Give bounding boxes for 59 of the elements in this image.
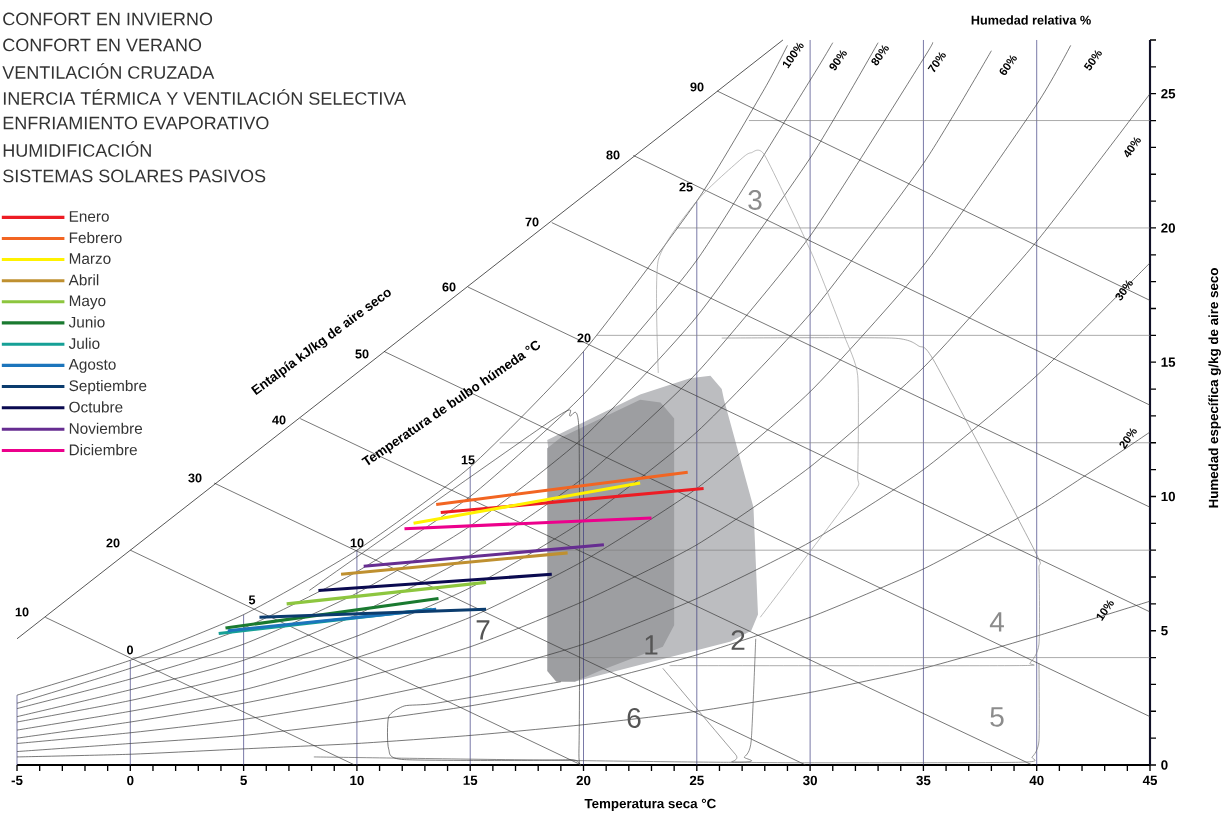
y-tick-label: 0 [1161, 760, 1168, 770]
annotation: ENFRIAMIENTO EVAPORATIVO [3, 116, 269, 130]
annotation: 15 [461, 455, 475, 465]
x-tick-label: 40 [1029, 775, 1044, 786]
legend-label: Abril [68, 274, 99, 286]
annotation: 80 [606, 150, 620, 160]
annotation: INERCIA TÉRMICA Y VENTILACIÓN SELECTIVA [3, 89, 407, 105]
text: CONFORT EN INVIERNO [3, 12, 213, 26]
x-tick-label: 15 [463, 775, 478, 785]
legend-label: Octubre [69, 401, 123, 413]
annotation: 90 [690, 82, 704, 92]
x-tick-label: 0 [127, 775, 134, 786]
legend-label: Febrero [69, 231, 122, 244]
annotation: SISTEMAS SOLARES PASIVOS [3, 169, 266, 183]
annotation: 30 [188, 473, 202, 483]
annotation: 40 [272, 415, 286, 425]
y-tick-label: 20 [1161, 223, 1176, 233]
x-tick-label: 5 [240, 775, 247, 785]
legend-label: Mayo [69, 295, 106, 310]
text: Humedad relativa % [971, 15, 1091, 25]
annotation: 50 [355, 349, 369, 359]
legend-label: Enero [69, 211, 109, 222]
annotation: VENTILACIÓN CRUZADA [2, 63, 215, 79]
y-tick-label: 25 [1161, 88, 1176, 99]
annotation: 70 [525, 217, 539, 227]
x-tick-label: -5 [11, 775, 23, 785]
legend-label: Junio [68, 316, 105, 328]
annotation: HUMIDIFICACIÓN [3, 141, 151, 157]
annotation: 7 [476, 620, 490, 640]
y-tick-label: 5 [1161, 626, 1168, 636]
annotation: 1 [645, 635, 658, 655]
annotation: 10 [350, 538, 364, 548]
legend-label: Marzo [69, 253, 111, 265]
annotation: 4 [989, 612, 1004, 632]
y-tick-label: 15 [1161, 357, 1176, 367]
x-tick-label: 10 [350, 775, 364, 786]
annotation: 10 [15, 607, 29, 617]
annotation: 20 [577, 333, 591, 343]
legend-label: Agosto [68, 359, 116, 373]
y-tick-label: 10 [1161, 491, 1176, 502]
legend-label: Septiembre [69, 379, 147, 395]
annotation: 25 [679, 182, 693, 192]
x-tick-label: 35 [916, 775, 931, 786]
annotation: 3 [748, 190, 762, 210]
legend-label: Diciembre [69, 444, 137, 456]
annotation: 5 [990, 707, 1004, 727]
annotation: 0 [126, 645, 134, 655]
legend-label: Julio [68, 337, 100, 349]
annotation: CONFORT EN VERANO [3, 38, 202, 52]
legend-label: Noviembre [69, 422, 143, 434]
annotation: 5 [248, 595, 256, 605]
x-tick-label: 45 [1142, 775, 1158, 785]
annotation: 60 [442, 282, 456, 292]
x-tick-label: 30 [803, 775, 817, 786]
y-axis-title: Humedad específica g/kg de aire seco [1208, 268, 1221, 508]
x-tick-label: 25 [689, 775, 704, 786]
annotation: 20 [106, 538, 120, 548]
x-axis-title: Temperatura seca °C [584, 798, 716, 811]
x-tick-label: 20 [576, 775, 591, 786]
